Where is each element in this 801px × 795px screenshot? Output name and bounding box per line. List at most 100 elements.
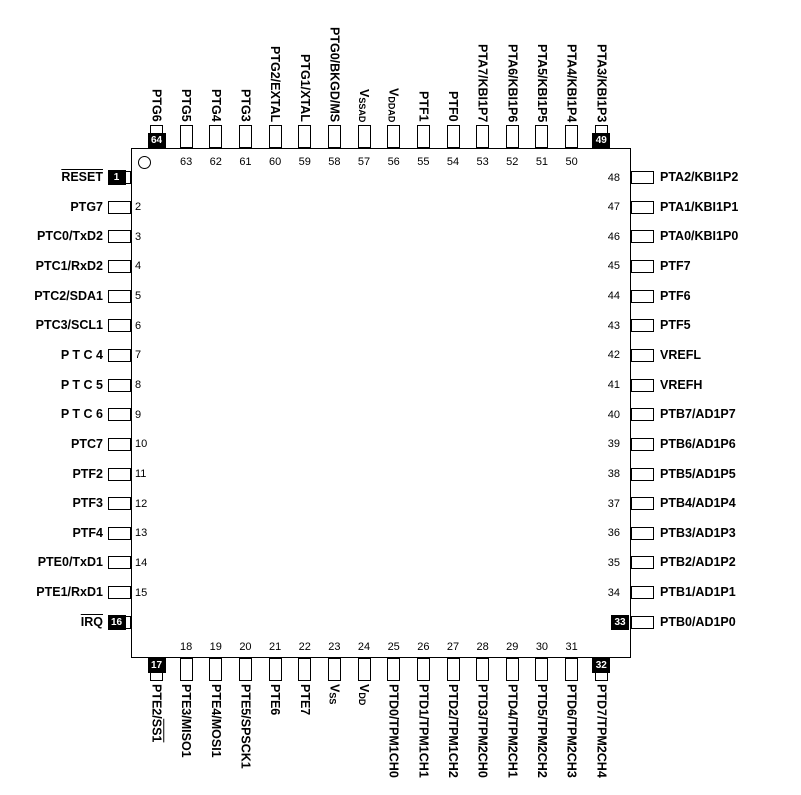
pin-30-label: PTD5/TPM2CH2 <box>533 684 550 795</box>
pin-50-label: PTA4/KBI1P4 <box>563 0 580 122</box>
pin-25-stub <box>387 658 401 681</box>
pin-11-label: PTF2 <box>0 466 103 483</box>
pin-14-number: 14 <box>135 556 148 569</box>
pin-58-number: 58 <box>328 156 341 168</box>
pin-23-number: 23 <box>328 641 341 653</box>
pin-label-part: PTE2/ <box>149 684 164 719</box>
pin-label-part: PTE7 <box>297 684 312 716</box>
pin-56-number: 56 <box>387 156 400 168</box>
pin-64-label: PTG6 <box>148 0 165 122</box>
pin-label-part: PTD7/TPM2CH4 <box>594 684 609 778</box>
pin-label-part: PTB4/AD1P4 <box>660 496 736 511</box>
pin-label-part: VREFH <box>660 377 703 392</box>
pin-27-label: PTD2/TPM1CH2 <box>445 684 462 795</box>
pin-53-label-text: PTA7/KBI1P7 <box>476 44 490 122</box>
pin-27-stub <box>446 658 460 681</box>
pin-50-stub <box>565 125 579 148</box>
pin-53-stub <box>476 125 490 148</box>
pin-30-number: 30 <box>535 641 549 653</box>
pin-label-part: PTA3/KBI1P3 <box>594 43 609 122</box>
pin-2-number: 2 <box>135 201 142 214</box>
pin-31-label-text: PTD6/TPM2CH3 <box>565 684 579 778</box>
pin-label-part: RESET <box>61 170 103 184</box>
pin-62-label-text: PTG4 <box>209 89 223 122</box>
pin-8-label: P T C 5 <box>0 377 103 394</box>
pin-43-number: 43 <box>607 319 620 332</box>
pin-14-stub <box>108 556 131 570</box>
pin-52-label-text: PTA6/KBI1P6 <box>505 44 519 122</box>
pin-label-part: PTF4 <box>72 525 103 540</box>
pin-32-label: PTD7/TPM2CH4 <box>593 684 610 795</box>
pin-label-part: PTE0/TxD1 <box>37 555 103 570</box>
pin-39-label: PTB6/AD1P6 <box>660 436 800 453</box>
pin-21-stub <box>268 658 282 681</box>
pin-22-stub <box>298 658 312 681</box>
pin-11-stub <box>108 467 131 481</box>
pin-64-label-text: PTG6 <box>150 89 164 122</box>
pin-label-part: PTG2/EXTAL <box>268 45 283 122</box>
pin-53-label: PTA7/KBI1P7 <box>474 0 491 122</box>
pin-55-label-text: PTF1 <box>416 91 430 122</box>
pin-29-number: 29 <box>506 641 519 653</box>
pin-58-label-text: PTG0/BKGD/MS <box>327 27 341 122</box>
pin-13-label: PTF4 <box>0 525 103 542</box>
pin-label-part: IRQ <box>80 614 103 629</box>
pin-52-label: PTA6/KBI1P6 <box>504 0 521 122</box>
pin-24-label-text: VDD <box>357 684 371 705</box>
pin-55-number: 55 <box>417 156 430 168</box>
pin-13-stub <box>108 526 131 540</box>
pin-label-part: PTB5/AD1P5 <box>660 466 736 481</box>
pin-3-number: 3 <box>135 230 142 243</box>
pin-35-label: PTB2/AD1P2 <box>660 554 800 571</box>
pin-59-label: PTG1/XTAL <box>296 0 313 122</box>
pin-15-number: 15 <box>135 586 148 599</box>
pin-50-number: 50 <box>565 156 578 168</box>
pin-label-part: DDAD <box>386 96 397 122</box>
pin-label-part: V <box>357 88 372 97</box>
pin-21-number: 21 <box>268 641 282 653</box>
pin-1-label: RESET <box>0 169 103 186</box>
pin-label-part: PTG4 <box>208 89 223 122</box>
pin-62-number: 62 <box>209 156 222 168</box>
pin-20-stub <box>238 658 252 681</box>
pin-38-label: PTB5/AD1P5 <box>660 466 800 483</box>
pin-12-number: 12 <box>135 497 148 510</box>
pin-17-label-text: PTE2/SS1 <box>150 684 164 742</box>
pin-53-number: 53 <box>476 156 489 168</box>
pin-26-stub <box>416 658 430 681</box>
pin-label-part: PTD5/TPM2CH2 <box>534 684 549 778</box>
pin-36-stub <box>631 526 654 540</box>
pin-7-number: 7 <box>135 349 142 362</box>
pin-16-label: IRQ <box>0 614 103 631</box>
pin-63-label-text: PTG5 <box>179 89 193 122</box>
pin-26-label: PTD1/TPM1CH1 <box>415 684 432 795</box>
pin-26-label-text: PTD1/TPM1CH1 <box>416 684 430 778</box>
pin-33-label: PTB0/AD1P0 <box>660 614 800 631</box>
pin-label-part: PTA1/KBI1P1 <box>660 199 739 214</box>
pin-4-number: 4 <box>135 260 142 273</box>
pin-60-number: 60 <box>268 156 282 168</box>
pin-17-number: 17 <box>147 657 166 673</box>
pin-label-part: PTA4/KBI1P4 <box>564 43 579 122</box>
pin-56-label: VDDAD <box>385 0 402 122</box>
pin-48-number: 48 <box>607 171 620 184</box>
pin-57-label-text: VSSAD <box>357 89 371 122</box>
pin-63-label: PTG5 <box>178 0 195 122</box>
pin-label-part: V <box>357 684 372 693</box>
pin-label-part: PTB2/AD1P2 <box>660 555 736 570</box>
pin-2-stub <box>108 200 131 214</box>
pin-33-number: 33 <box>611 614 629 630</box>
pin-label-part: PTG1/XTAL <box>297 54 312 122</box>
pin-9-stub <box>108 408 131 422</box>
pin-43-label: PTF5 <box>660 317 800 334</box>
pin-33-stub <box>631 615 654 629</box>
pin-34-number: 34 <box>607 586 620 599</box>
pin-31-stub <box>565 658 579 681</box>
pin-label-part: PTA5/KBI1P5 <box>534 43 549 122</box>
pin-5-number: 5 <box>135 290 142 303</box>
pin-9-label: P T C 6 <box>0 406 103 423</box>
pin-19-stub <box>209 658 223 681</box>
pin-56-label-text: VDDAD <box>387 88 401 122</box>
pin-label-part: PTE1/RxD1 <box>36 585 103 600</box>
